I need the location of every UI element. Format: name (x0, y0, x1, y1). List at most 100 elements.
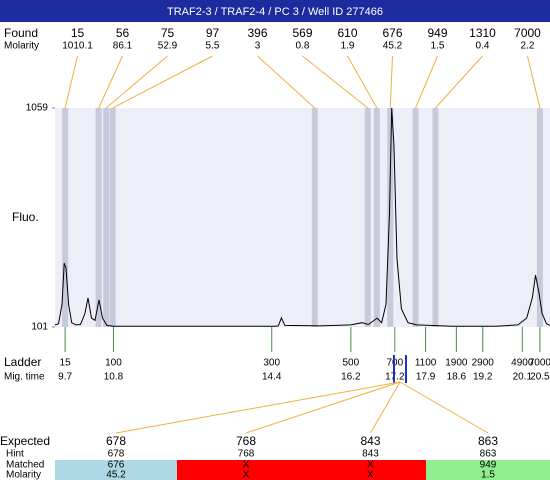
match-cell (55, 460, 177, 480)
ladder-size: 15 (60, 358, 72, 369)
found-molarity: 52.9 (158, 41, 178, 52)
matched-label: Matched (6, 460, 44, 471)
match-cell (426, 460, 550, 480)
title-bar (0, 0, 550, 22)
found-label: Found (4, 26, 38, 40)
matched-size: 676 (108, 460, 125, 471)
ladder-size: 7000 (529, 358, 550, 369)
molarity-label: Molarity (6, 470, 41, 480)
matched-molarity: 45.2 (106, 470, 126, 480)
y-label: Fluo. (12, 210, 39, 224)
hint-size: 768 (238, 449, 255, 460)
found-size: 610 (337, 26, 357, 40)
ladder-size: 500 (343, 358, 360, 369)
found-size: 676 (382, 26, 402, 40)
found-size: 15 (71, 26, 85, 40)
found-size: 75 (161, 26, 175, 40)
peak-connector (389, 55, 393, 109)
mig-time: 10.8 (104, 372, 124, 383)
peak-band (95, 108, 102, 327)
matched-size: 949 (480, 460, 497, 471)
expected-size: 678 (106, 434, 126, 448)
matched-size: X (243, 460, 250, 471)
found-size: 97 (206, 26, 220, 40)
peak-connector (347, 55, 378, 109)
match-row-bg (0, 460, 55, 480)
plot-area (55, 108, 550, 327)
ladder-size: 4900 (511, 358, 534, 369)
peak-connector (98, 55, 123, 109)
peak-band (387, 108, 394, 327)
expected-size: 768 (236, 434, 256, 448)
peak-band (103, 108, 110, 327)
found-molarity: 1010.1 (62, 41, 93, 52)
matched-molarity: X (243, 470, 250, 480)
mig-time: 20.5 (530, 372, 550, 383)
expected-connector (370, 381, 401, 434)
mig-time: 9.7 (58, 372, 72, 383)
peak-connector (435, 55, 483, 109)
peak-band (109, 108, 116, 327)
hint-size: 863 (480, 449, 497, 460)
match-cell (315, 460, 426, 480)
mig-time: 17.9 (416, 372, 436, 383)
hint-size: 678 (108, 449, 125, 460)
mig-time: 19.2 (473, 372, 493, 383)
found-molarity: 0.8 (296, 41, 310, 52)
mig-time: 14.4 (262, 372, 282, 383)
found-size: 1310 (469, 26, 496, 40)
ladder-size: 1900 (445, 358, 468, 369)
ladder-size: 2900 (472, 358, 495, 369)
found-size: 949 (427, 26, 447, 40)
expected-label: Expected (0, 434, 50, 448)
peak-connector (105, 55, 168, 109)
found-molarity: 86.1 (113, 41, 133, 52)
found-molarity: 5.5 (206, 41, 220, 52)
found-molarity: 3 (255, 41, 261, 52)
ladder-size: 700 (386, 358, 403, 369)
mig-label: Mig. time (4, 372, 45, 383)
peak-connector (112, 55, 213, 109)
peak-band (62, 108, 69, 327)
y-tick-label: 101 (31, 322, 48, 333)
expected-connector (115, 381, 401, 434)
molarity-label: Molarity (4, 41, 39, 52)
expected-connector (245, 381, 401, 434)
expected-size: 863 (478, 434, 498, 448)
hint-size: 843 (362, 449, 379, 460)
hint-label: Hint (6, 449, 24, 460)
mig-time: 17.2 (385, 372, 405, 383)
peak-band (364, 108, 371, 327)
matched-molarity: 1.5 (481, 470, 495, 480)
mig-time: 18.6 (447, 372, 467, 383)
expected-size: 843 (360, 434, 380, 448)
found-size: 56 (116, 26, 130, 40)
peak-band (412, 108, 419, 327)
expected-connector (399, 381, 489, 434)
found-molarity: 1.9 (341, 41, 355, 52)
found-size: 569 (292, 26, 312, 40)
peak-band (311, 108, 318, 327)
peak-band (432, 108, 439, 327)
peak-connector (257, 55, 316, 109)
peak-connector (527, 55, 541, 109)
peak-connector (302, 55, 369, 109)
found-size: 396 (247, 26, 267, 40)
found-size: 7000 (514, 26, 541, 40)
y-tick-label: 1059 (26, 103, 49, 114)
matched-molarity: X (367, 470, 374, 480)
peak-band (373, 108, 380, 327)
ladder-size: 100 (105, 358, 122, 369)
ladder-label: Ladder (4, 355, 41, 369)
found-molarity: 0.4 (476, 41, 490, 52)
found-molarity: 45.2 (383, 41, 403, 52)
title: TRAF2-3 / TRAF2-4 / PC 3 / Well ID 27746… (167, 6, 383, 18)
mig-time: 20.1 (513, 372, 533, 383)
peak-connector (64, 55, 78, 109)
peak-connector (415, 55, 438, 109)
ladder-size: 300 (263, 358, 280, 369)
matched-size: X (367, 460, 374, 471)
trace (54, 107, 550, 327)
mig-time: 16.2 (341, 372, 361, 383)
